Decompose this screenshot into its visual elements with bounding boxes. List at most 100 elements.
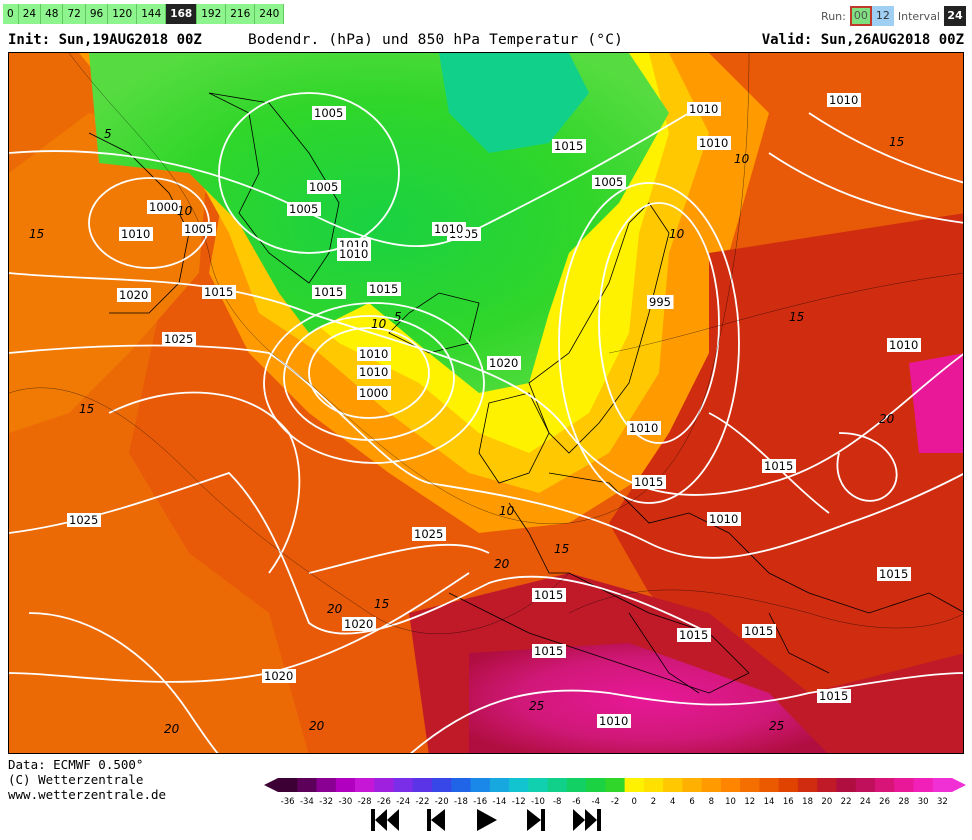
legend-swatch: [528, 778, 549, 792]
forecast-hour-24[interactable]: 24: [18, 4, 42, 24]
temperature-label: 15: [554, 542, 569, 556]
legend-swatch: [374, 778, 395, 792]
temperature-zone-arctic: [439, 53, 589, 153]
svg-text:1010: 1010: [829, 93, 858, 107]
weather-map[interactable]: 1005 1000 1010 1005 10 20 1015 1025 1005 1010 1010…: [8, 52, 964, 754]
isobar-label: 1015: [632, 475, 666, 489]
run-00-button[interactable]: 00: [849, 6, 872, 26]
forecast-hour-240[interactable]: 240: [255, 4, 285, 24]
forecast-hour-48[interactable]: 48: [41, 4, 64, 24]
next-frame-button[interactable]: [516, 806, 556, 834]
isobar-label: 1015: [817, 689, 851, 703]
run-12-button[interactable]: 12: [871, 6, 894, 26]
last-frame-button[interactable]: [566, 806, 606, 834]
svg-text:1025: 1025: [414, 527, 443, 541]
legend-swatch: [316, 778, 337, 792]
isobar-label: 1005: [182, 222, 216, 236]
legend-swatch: [643, 778, 664, 792]
temperature-label: 20: [309, 719, 325, 733]
legend-tick-label: 26: [879, 797, 890, 806]
isobar-label: 1010: [697, 136, 731, 150]
site-link[interactable]: www.wetterzentrale.de: [8, 787, 167, 802]
isobar-label: 1015: [677, 628, 711, 642]
isobar-labels: 1005 1000 1010 1005 10 20 1015 1025 1005 1010 1010…: [67, 93, 921, 728]
isobar-label: 1005: [312, 106, 346, 120]
svg-text:1015: 1015: [554, 139, 583, 153]
svg-text:1015: 1015: [819, 689, 848, 703]
legend-swatch: [932, 778, 953, 792]
legend-swatch: [547, 778, 568, 792]
legend-tick-label: 18: [802, 797, 813, 806]
svg-text:1015: 1015: [744, 624, 773, 638]
forecast-hour-120[interactable]: 120: [108, 4, 138, 24]
temperature-label: 25: [769, 719, 784, 733]
legend-swatch: [740, 778, 760, 792]
forecast-hour-192[interactable]: 192: [197, 4, 227, 24]
legend-swatch: [817, 778, 837, 792]
isobar-label: 1010: [887, 338, 921, 352]
legend-tick-label: 30: [918, 797, 929, 806]
svg-text:1005: 1005: [289, 202, 318, 216]
map-title: Bodendr. (hPa) und 850 hPa Temperatur (°…: [248, 32, 624, 48]
legend-swatch: [701, 778, 722, 792]
interval-label: Interval: [897, 9, 940, 23]
legend-tick-label: 2: [651, 797, 656, 806]
legend-tick-label: 6: [689, 797, 694, 806]
play-button[interactable]: [466, 806, 506, 834]
next-icon: [527, 809, 545, 831]
legend-swatch: [874, 778, 895, 792]
isobar-label: 1000: [357, 386, 391, 400]
temperature-label: 10: [371, 317, 387, 331]
svg-text:1010: 1010: [359, 365, 388, 379]
temperature-label: 20: [879, 412, 895, 426]
legend-swatch: [278, 778, 298, 792]
interval-button[interactable]: 24: [944, 6, 966, 26]
svg-text:1010: 1010: [339, 247, 368, 261]
legend-tick-label: 4: [670, 797, 675, 806]
isobar-label: 1015: [312, 285, 346, 299]
forecast-hour-96[interactable]: 96: [85, 4, 109, 24]
svg-text:1025: 1025: [164, 332, 193, 346]
legend-tick-label: -12: [512, 797, 526, 806]
isobar-label: 995: [647, 295, 674, 309]
legend-tick-label: 28: [898, 797, 909, 806]
isobar-label: 1015: [742, 624, 776, 638]
legend-tick-label: -8: [553, 797, 561, 806]
svg-text:995: 995: [649, 295, 671, 309]
forecast-hour-0[interactable]: 0: [3, 4, 19, 24]
forecast-hour-216[interactable]: 216: [226, 4, 256, 24]
legend-swatch: [663, 778, 683, 792]
legend-tick-label: -26: [377, 797, 391, 806]
legend-swatch: [566, 778, 587, 792]
legend-tick-label: -36: [281, 797, 295, 806]
legend-tick-label: -2: [611, 797, 619, 806]
forecast-hour-168[interactable]: 168: [166, 4, 198, 24]
forecast-hour-72[interactable]: 72: [63, 4, 86, 24]
legend-swatch: [894, 778, 914, 792]
legend-tick-label: -32: [319, 797, 333, 806]
legend-swatch: [509, 778, 529, 792]
legend-swatch: [412, 778, 433, 792]
svg-text:1015: 1015: [764, 459, 793, 473]
legend-swatch: [393, 778, 414, 792]
isobar-label: 1005: [592, 175, 626, 189]
first-frame-button[interactable]: [366, 806, 406, 834]
isobar-label: 1010: [432, 222, 466, 236]
isobar-label: 1005: [307, 180, 341, 194]
forecast-hour-144[interactable]: 144: [137, 4, 167, 24]
legend-swatch: [335, 778, 356, 792]
isobar-label: 1015: [762, 459, 796, 473]
temperature-label: 15: [374, 597, 389, 611]
isobar-label: 1015: [202, 285, 236, 299]
isobar-label: 1025: [67, 513, 101, 527]
svg-text:1010: 1010: [434, 222, 463, 236]
isobars: [9, 92, 963, 753]
legend-tick-label: -14: [493, 797, 507, 806]
temperature-label: 20: [327, 602, 343, 616]
legend-swatch: [836, 778, 857, 792]
legend-tick-label: 16: [783, 797, 794, 806]
previous-frame-button[interactable]: [416, 806, 456, 834]
isobar-label: 1010: [627, 421, 661, 435]
legend-swatch: [297, 778, 318, 792]
isobar-label: 1010: [119, 227, 153, 241]
